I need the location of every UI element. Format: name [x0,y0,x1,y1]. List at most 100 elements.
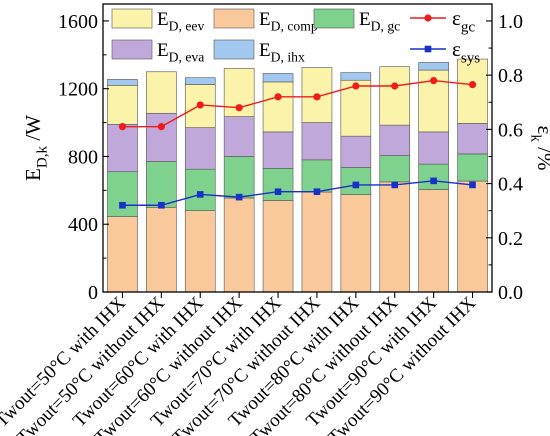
plot-frame [102,3,493,293]
legend-label-comp-sub: D, comp [271,19,318,34]
bar-eva [107,123,138,173]
bar-eev [262,81,294,133]
bar-eev [223,68,255,117]
legend-label-gc-main: ε [452,6,461,30]
bar-ihx [262,73,294,83]
bar-gc [340,167,372,195]
point-sys [119,201,126,209]
bar-eva [184,127,216,170]
left-tick-label: 0 [88,282,98,304]
left-axis-ticks: 0 400 800 1200 1600 [58,11,109,304]
line-sys [122,180,473,206]
legend-label-gc: ED, gc [359,9,400,34]
bar-comp [223,197,255,293]
bar-stacks [107,58,488,293]
y-axis-right-title-unit: /% [533,142,550,171]
legend-label-ihx-main: E [259,40,271,61]
bar-gc [379,155,411,183]
bar-ihx [107,79,138,86]
left-tick-label: 800 [68,146,98,168]
legend-label-eev-main: E [157,9,169,30]
legend-label-eva: ED, eva [157,40,204,65]
legend-swatch-eva [111,39,153,60]
legend-marker-sys [424,45,432,53]
point-gc [352,82,360,90]
right-tick-label: 0.8 [498,65,523,87]
bar-comp [340,194,372,293]
bar-gc [184,168,216,211]
legend-label-eva-main: E [157,40,169,61]
bar-eva [340,135,372,168]
legend-label-gc-sub: D, gc [371,19,401,34]
bar-ihx [418,62,449,71]
legend-swatch-gc [313,8,355,29]
bar-eva [379,124,411,156]
bar-eev [457,58,488,124]
legend-label-gc-sub: gc [461,19,476,35]
legend-label-sys-sub: sys [461,50,480,66]
legend-label-eev: ED, eev [157,9,204,34]
legend-swatch-eev [111,8,153,29]
legend-label-gc: εgc [452,6,475,35]
bar-eev [379,66,411,126]
bar-ihx [340,72,372,81]
point-sys [352,181,360,189]
legend-label-ihx-sub: D, ihx [271,50,305,65]
point-sys [430,177,437,185]
left-tick-label: 400 [68,214,98,236]
bar-eva [223,116,255,157]
right-tick-label: 0.4 [498,174,523,196]
right-tick-label: 0.6 [498,119,523,141]
bar-eev [107,85,138,125]
point-sys [235,193,243,201]
left-tick-label: 1600 [58,11,98,33]
bar-eev [146,71,177,114]
bar-gc [146,161,177,208]
point-sys [313,188,321,196]
legend-label-sys: εsys [452,37,480,66]
point-sys [391,181,399,189]
bar-gc [262,168,294,201]
point-gc [430,76,438,85]
y-axis-right-title: εk /% [528,126,550,171]
y-axis-left-title-main: E [21,168,45,181]
bar-gc [418,163,449,190]
point-gc [196,101,204,109]
bar-eva [457,123,488,155]
legend-label-ihx: ED, ihx [259,40,305,65]
point-sys [158,201,165,209]
legend-label-comp: ED, comp [259,9,318,34]
line-series-group [118,76,477,209]
right-tick-label: 1.0 [498,11,523,33]
bar-comp [418,189,449,293]
bar-comp [107,216,138,293]
y-axis-left-title-unit: /W [21,115,45,146]
legend-label-eev-sub: D, eev [169,19,205,34]
y-axis-left-title: ED,k /W [21,115,50,181]
point-sys [196,191,204,198]
legend-swatch-ihx [213,39,255,60]
point-gc [391,82,399,90]
bar-comp [457,180,488,293]
bar-comp [184,210,216,293]
bar-gc [223,156,255,199]
bar-comp [146,206,177,293]
right-tick-label: 0.0 [498,282,523,304]
right-tick-label: 0.2 [498,228,523,250]
bar-eva [301,122,333,161]
bar-gc [457,153,488,182]
left-tick-label: 1200 [58,79,98,101]
y-axis-right-title-sub: k [528,134,544,142]
point-gc [274,93,282,101]
axis-titles: ED,k /W εk /% [21,115,550,181]
bar-ihx [184,77,216,85]
legend-label-gc-main: E [359,9,371,30]
bar-comp [379,181,411,293]
point-sys [469,181,476,189]
legend-label-sys-main: ε [452,37,461,61]
bar-gc [107,171,138,217]
bar-gc [301,159,333,193]
y-axis-left-title-sub: D,k [34,145,50,168]
